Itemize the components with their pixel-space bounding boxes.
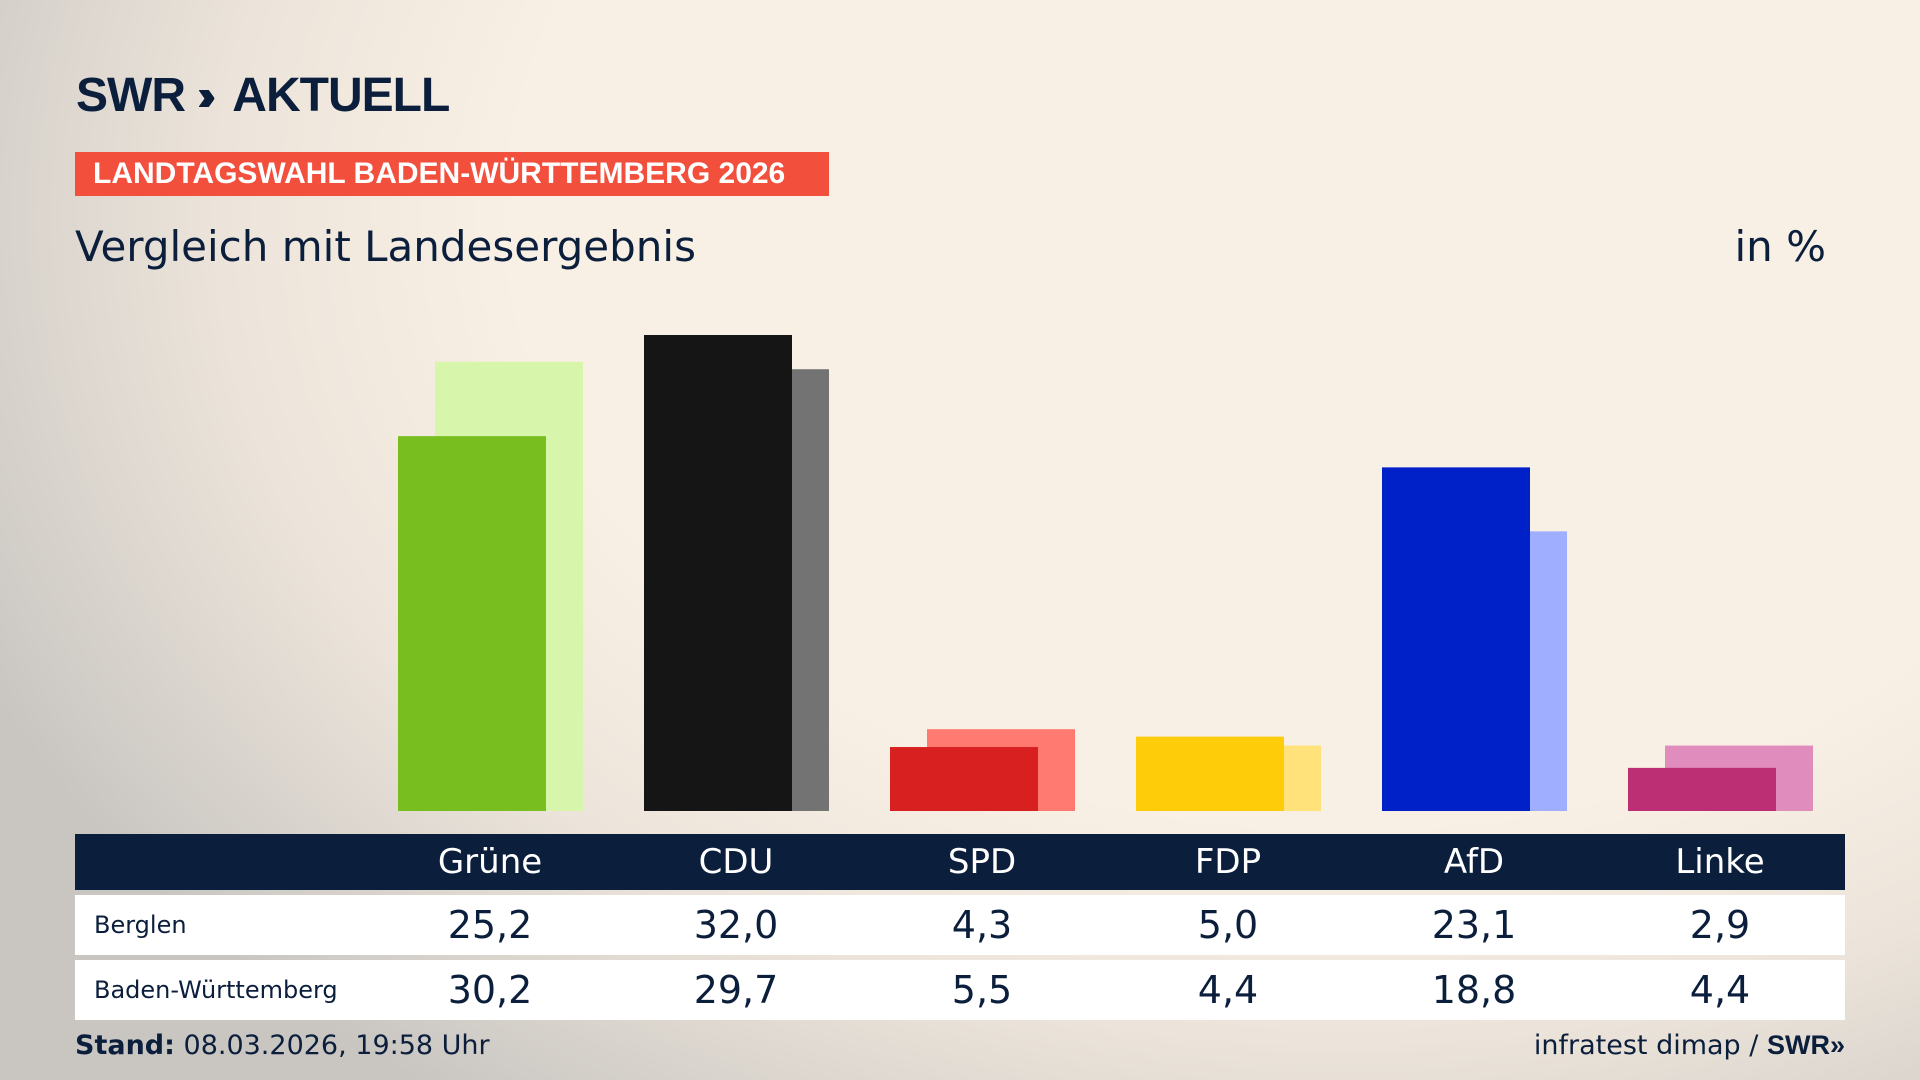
logo-product: AKTUELL: [232, 69, 450, 122]
source-text: infratest dimap /: [1533, 1030, 1759, 1061]
row-label: Berglen: [94, 911, 187, 939]
source: infratest dimap / SWR»: [1534, 1030, 1845, 1061]
row-label: Baden-Württemberg: [94, 976, 338, 1004]
value-cell: 18,8: [1431, 968, 1517, 1012]
column-header: CDU: [698, 842, 774, 882]
swr-logo: SWR»: [1766, 1030, 1845, 1060]
column-header: AfD: [1443, 842, 1505, 882]
bar-berglen-spd: [890, 747, 1038, 811]
election-banner: LANDTAGSWAHL BADEN-WÜRTTEMBERG 2026: [75, 152, 829, 196]
value-cell: 23,1: [1431, 903, 1517, 947]
logo-brand: SWR: [76, 69, 186, 122]
value-cell: 4,4: [1689, 968, 1751, 1012]
value-cell: 5,0: [1197, 903, 1259, 947]
column-header: Linke: [1675, 842, 1765, 882]
table-row: Baden-Württemberg 30,2 29,7 5,5 4,4 18,8 4,4: [75, 960, 1845, 1020]
bar-berglen-afd: [1382, 467, 1530, 811]
value-cell: 4,4: [1197, 968, 1259, 1012]
stand-value: 08.03.2026, 19:58 Uhr: [183, 1030, 490, 1061]
unit-label: in %: [1734, 222, 1826, 271]
column-header: Grüne: [437, 842, 543, 882]
swr-aktuell-logo: SWR ›› AKTUELL: [76, 68, 450, 123]
value-cell: 32,0: [693, 903, 779, 947]
bar-chart: [398, 335, 1813, 811]
table-header: Grüne CDU SPD FDP AfD Linke: [75, 834, 1845, 890]
value-cell: 2,9: [1689, 903, 1751, 947]
results-table: Grüne CDU SPD FDP AfD Linke Berglen 25,2 32,0 4…: [75, 834, 1845, 1020]
bar-berglen-grüne: [398, 436, 546, 811]
timestamp: Stand: 08.03.2026, 19:58 Uhr: [75, 1030, 490, 1061]
value-cell: 29,7: [693, 968, 779, 1012]
value-cell: 4,3: [951, 903, 1013, 947]
value-cell: 30,2: [447, 968, 533, 1012]
bar-berglen-cdu: [644, 335, 792, 811]
value-cell: 25,2: [447, 903, 533, 947]
bar-berglen-fdp: [1136, 736, 1284, 811]
stand-label: Stand:: [75, 1030, 175, 1061]
chart-subtitle: Vergleich mit Landesergebnis: [75, 222, 696, 271]
column-header: SPD: [947, 842, 1017, 882]
column-header: FDP: [1194, 842, 1262, 882]
table-row: Berglen 25,2 32,0 4,3 5,0 23,1 2,9: [75, 895, 1845, 955]
value-cell: 5,5: [951, 968, 1013, 1012]
bar-berglen-linke: [1628, 767, 1776, 811]
